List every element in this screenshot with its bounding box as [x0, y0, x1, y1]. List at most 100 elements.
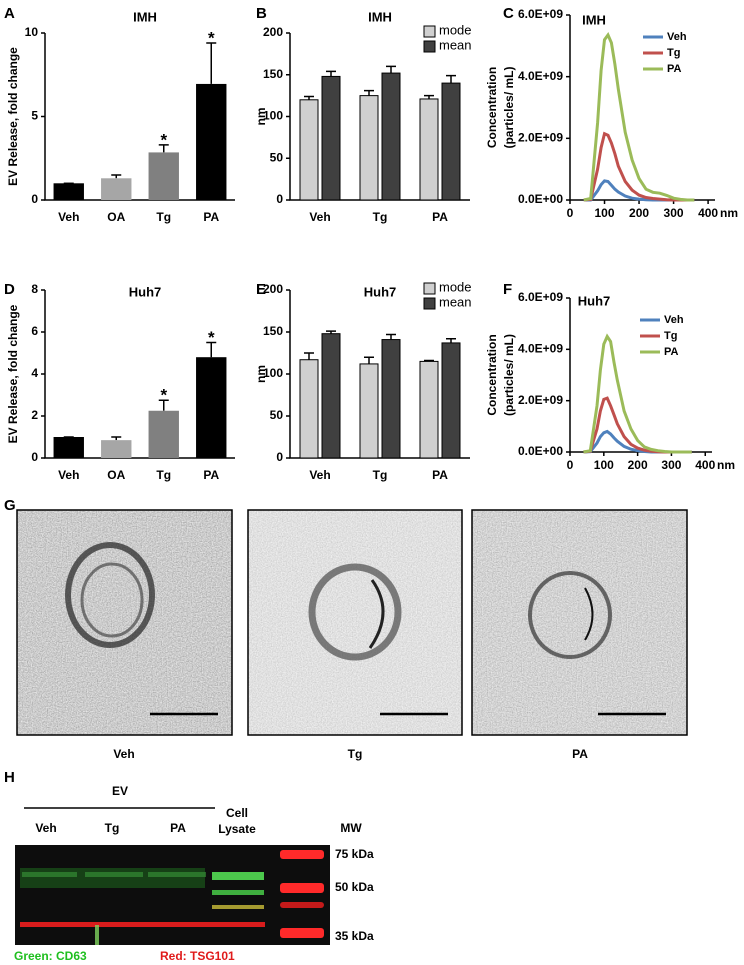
mw-marker: 50 kDa [335, 880, 374, 894]
y-tick-label: 200 [263, 25, 283, 39]
x-tick-label: Tg [373, 210, 388, 224]
line [583, 396, 692, 454]
significance: * [160, 130, 167, 149]
bar [196, 357, 227, 458]
significance: * [160, 386, 167, 405]
lane-label: PA [170, 821, 186, 835]
x-tick-label: 400 [695, 458, 715, 472]
bar [381, 339, 401, 459]
panel-letter: G [4, 497, 16, 514]
bar [101, 178, 132, 200]
y-tick-label: 6.0E+09 [518, 7, 563, 21]
legend-label: PA [664, 346, 679, 358]
y-tick-label: 100 [263, 109, 283, 123]
error-bar [206, 42, 217, 84]
y-axis-label: nm [254, 108, 268, 126]
error-bar [386, 333, 396, 340]
bar [101, 440, 132, 458]
x-tick-label: Veh [58, 210, 79, 224]
x-tick-label: Veh [309, 468, 330, 482]
y-tick-label: 6.0E+09 [518, 290, 563, 304]
stain-legend: Red: TSG101 [160, 949, 235, 963]
bar [299, 359, 319, 459]
micrograph [16, 509, 233, 736]
legend-swatch [423, 40, 436, 53]
legend-label: PA [667, 63, 682, 75]
legend-label: Tg [664, 330, 677, 342]
y-tick-label: 4.0E+09 [518, 69, 563, 83]
error-bar [446, 74, 456, 84]
legend-label: mode [439, 22, 472, 37]
x-axis-label: nm [717, 458, 735, 472]
error-bar [206, 341, 217, 358]
chart-title: IMH [582, 12, 606, 27]
y-tick-label: 0 [31, 450, 38, 464]
x-axis-label: nm [720, 206, 738, 220]
mw-title: MW [340, 821, 362, 835]
y-axis-label: (particles/ mL) [502, 66, 516, 148]
x-tick-label: 100 [595, 206, 615, 220]
panel-letter: H [4, 769, 15, 786]
bar [381, 72, 401, 201]
bar [53, 183, 84, 200]
bar [148, 152, 179, 200]
y-tick-label: 4.0E+09 [518, 342, 563, 356]
y-tick-label: 5 [31, 109, 38, 123]
y-tick-label: 100 [263, 366, 283, 380]
x-tick-label: Tg [373, 468, 388, 482]
legend-swatch [423, 282, 436, 295]
y-tick-label: 6 [31, 324, 38, 338]
error-bar [158, 144, 169, 153]
significance: * [208, 29, 215, 48]
y-axis-label: EV Release, fold change [6, 47, 20, 186]
legend-swatch [423, 25, 436, 38]
axis-line [289, 33, 470, 201]
bar [441, 342, 461, 459]
error-bar [111, 436, 122, 441]
x-tick-label: Tg [156, 468, 171, 482]
error-bar [446, 337, 456, 343]
y-tick-label: 0 [31, 192, 38, 206]
y-tick-label: 2.0E+09 [518, 393, 563, 407]
bar [359, 363, 379, 459]
y-axis-label: Concentration [485, 67, 499, 148]
legend-label: Tg [667, 47, 680, 59]
panel-letter: C [503, 5, 514, 22]
error-bar [304, 95, 314, 100]
image-label: PA [572, 747, 588, 761]
bar [419, 360, 439, 459]
chart-title: Huh7 [578, 293, 611, 308]
x-tick-label: PA [203, 468, 219, 482]
lane-label: Veh [35, 821, 56, 835]
panel-letter: E [256, 281, 266, 298]
x-tick-label: OA [107, 468, 125, 482]
legend-swatch [423, 297, 436, 310]
y-tick-label: 0 [276, 450, 283, 464]
bar [419, 98, 439, 201]
x-tick-label: OA [107, 210, 125, 224]
y-axis-label: EV Release, fold change [6, 304, 20, 443]
line [583, 333, 692, 454]
panel-letter: D [4, 281, 15, 298]
x-tick-label: 0 [567, 206, 574, 220]
significance: * [208, 328, 215, 347]
stain-legend: Green: CD63 [14, 949, 87, 963]
y-axis-label: nm [254, 365, 268, 383]
x-tick-label: 200 [628, 458, 648, 472]
chart-title: Huh7 [129, 284, 162, 299]
x-tick-label: 300 [664, 206, 684, 220]
bar [148, 410, 179, 458]
group-label: EV [112, 784, 128, 798]
y-tick-label: 150 [263, 324, 283, 338]
lane-label: Cell [226, 806, 248, 820]
bar [321, 333, 341, 459]
y-tick-label: 50 [270, 408, 284, 422]
chart-title: IMH [133, 9, 157, 24]
x-tick-label: PA [432, 468, 448, 482]
bar [441, 82, 461, 201]
error-bar [424, 94, 434, 99]
error-bar [326, 70, 336, 77]
y-tick-label: 10 [25, 25, 39, 39]
bar [299, 99, 319, 201]
x-tick-label: Veh [309, 210, 330, 224]
